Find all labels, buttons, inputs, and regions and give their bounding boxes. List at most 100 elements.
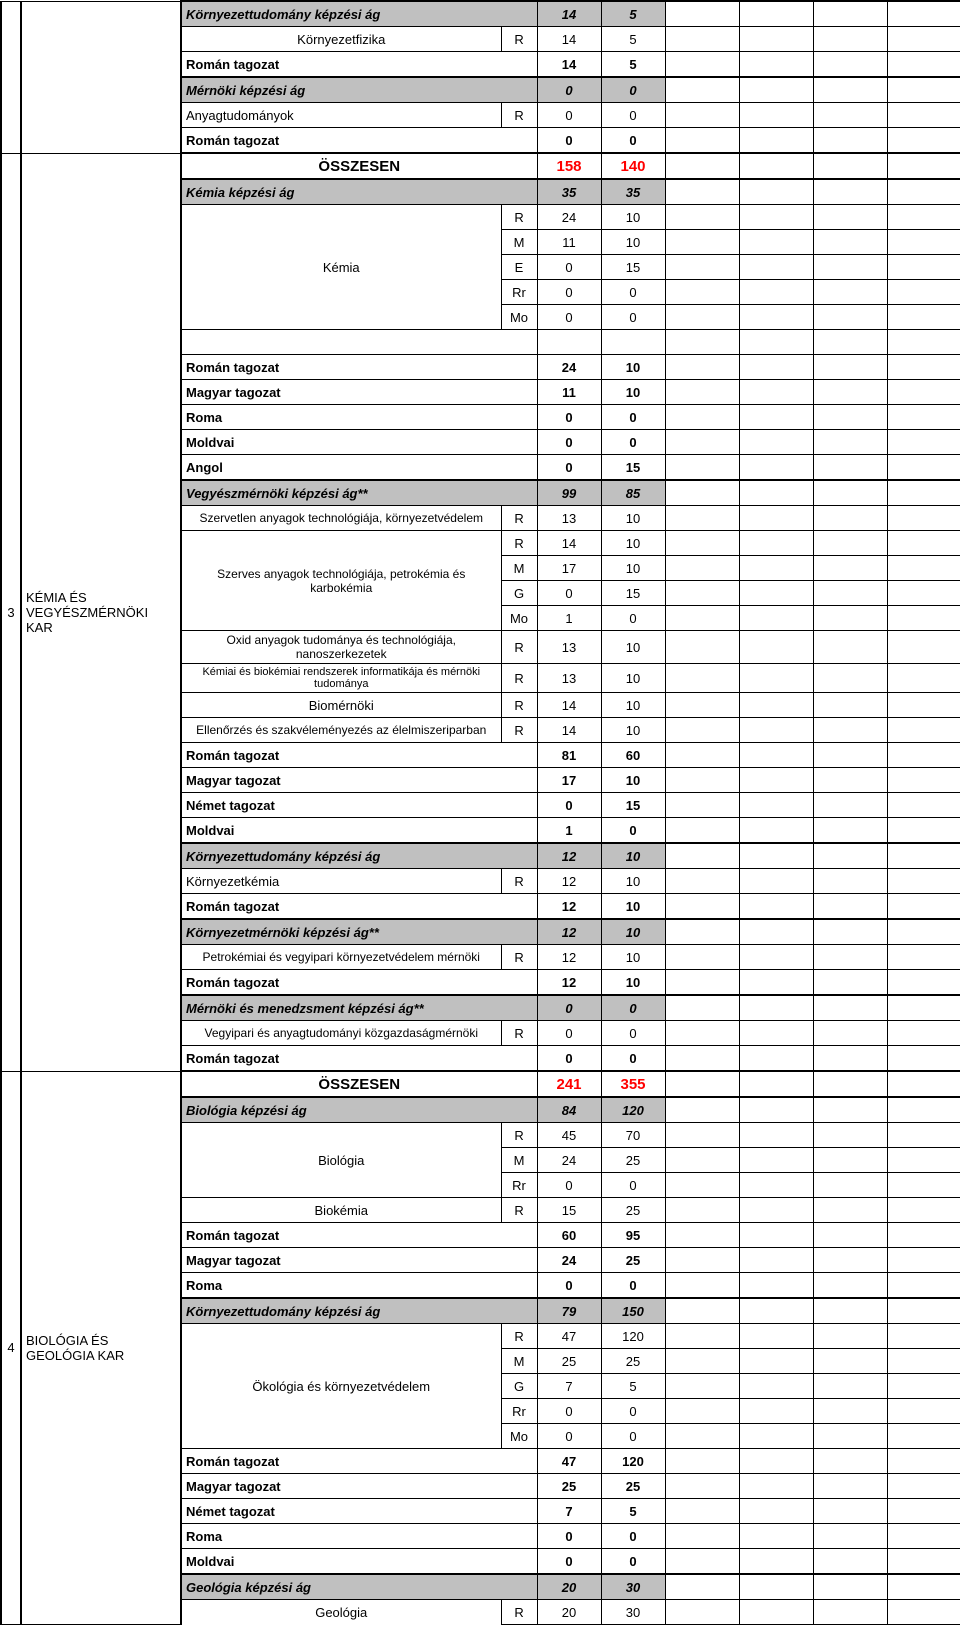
val: 15 bbox=[601, 255, 665, 280]
val: 12 bbox=[537, 843, 601, 869]
label: Biomérnöki bbox=[181, 693, 501, 718]
val: 0 bbox=[537, 128, 601, 154]
val: 0 bbox=[601, 1273, 665, 1299]
val: 15 bbox=[601, 455, 665, 481]
val: 0 bbox=[601, 1046, 665, 1072]
label: Kémiai és biokémiai rendszerek informati… bbox=[181, 664, 501, 693]
label: Környezettudomány képzési ág bbox=[181, 1298, 537, 1324]
val: 5 bbox=[601, 1499, 665, 1524]
label: Román tagozat bbox=[181, 894, 537, 920]
val: 35 bbox=[537, 179, 601, 205]
label: Magyar tagozat bbox=[181, 768, 537, 793]
val: 140 bbox=[601, 153, 665, 179]
code: R bbox=[501, 103, 537, 128]
fac-num-4: 4 bbox=[1, 1071, 21, 1625]
val: 355 bbox=[601, 1071, 665, 1097]
val: 0 bbox=[601, 103, 665, 128]
val: 0 bbox=[537, 1046, 601, 1072]
code: Rr bbox=[501, 1173, 537, 1198]
label: Ökológia és környezetvédelem bbox=[181, 1324, 501, 1449]
code: Rr bbox=[501, 280, 537, 305]
val: 0 bbox=[601, 1173, 665, 1198]
val: 10 bbox=[601, 768, 665, 793]
label: Roma bbox=[181, 1524, 537, 1549]
val: 15 bbox=[537, 1198, 601, 1223]
val: 0 bbox=[601, 818, 665, 844]
label: Mérnöki és menedzsment képzési ág** bbox=[181, 995, 537, 1021]
label: Moldvai bbox=[181, 430, 537, 455]
val: 10 bbox=[601, 718, 665, 743]
val: 0 bbox=[537, 255, 601, 280]
val: 60 bbox=[601, 743, 665, 768]
code: R bbox=[501, 1198, 537, 1223]
label: Anyagtudományok bbox=[181, 103, 501, 128]
val: 0 bbox=[601, 1549, 665, 1575]
val: 47 bbox=[537, 1449, 601, 1474]
val: 10 bbox=[601, 531, 665, 556]
code: R bbox=[501, 693, 537, 718]
label: Roma bbox=[181, 1273, 537, 1299]
code: M bbox=[501, 230, 537, 255]
code: R bbox=[501, 1324, 537, 1349]
val: 12 bbox=[537, 945, 601, 970]
val: 79 bbox=[537, 1298, 601, 1324]
val: 99 bbox=[537, 480, 601, 506]
code: R bbox=[501, 506, 537, 531]
val: 45 bbox=[537, 1123, 601, 1148]
val: 47 bbox=[537, 1324, 601, 1349]
val: 14 bbox=[537, 531, 601, 556]
label: Német tagozat bbox=[181, 793, 537, 818]
val: 24 bbox=[537, 1148, 601, 1173]
val: 12 bbox=[537, 919, 601, 945]
code: R bbox=[501, 664, 537, 693]
label: Mérnöki képzési ág bbox=[181, 77, 537, 103]
val: 25 bbox=[601, 1474, 665, 1499]
label: Magyar tagozat bbox=[181, 1474, 537, 1499]
val: 5 bbox=[601, 1374, 665, 1399]
val: 30 bbox=[601, 1600, 665, 1625]
val: 0 bbox=[537, 1549, 601, 1575]
val: 0 bbox=[601, 128, 665, 154]
val: 0 bbox=[537, 1524, 601, 1549]
val: 14 bbox=[537, 27, 601, 52]
val: 10 bbox=[601, 970, 665, 996]
val: 10 bbox=[601, 355, 665, 380]
val: 25 bbox=[601, 1148, 665, 1173]
label: Roma bbox=[181, 405, 537, 430]
row-env-sci-branch: Környezettudomány képzési ág 14 5 bbox=[1, 1, 960, 27]
label: Oxid anyagok tudománya és technológiája,… bbox=[181, 631, 501, 664]
val: 11 bbox=[537, 230, 601, 255]
code: R bbox=[501, 631, 537, 664]
code: G bbox=[501, 581, 537, 606]
label-total: ÖSSZESEN bbox=[181, 1071, 537, 1097]
label: Biokémia bbox=[181, 1198, 501, 1223]
val: 25 bbox=[537, 1349, 601, 1374]
code: E bbox=[501, 255, 537, 280]
val: 7 bbox=[537, 1374, 601, 1399]
val: 12 bbox=[537, 869, 601, 894]
label: Szerves anyagok technológiája, petrokémi… bbox=[181, 531, 501, 631]
val: 7 bbox=[537, 1499, 601, 1524]
val: 0 bbox=[537, 1021, 601, 1046]
val: 10 bbox=[601, 205, 665, 230]
val: 1 bbox=[537, 818, 601, 844]
val: 0 bbox=[601, 1399, 665, 1424]
label-total: ÖSSZESEN bbox=[181, 153, 537, 179]
val: 0 bbox=[537, 581, 601, 606]
val: 158 bbox=[537, 153, 601, 179]
val: 241 bbox=[537, 1071, 601, 1097]
val: 10 bbox=[601, 869, 665, 894]
val: 0 bbox=[537, 995, 601, 1021]
code: M bbox=[501, 1148, 537, 1173]
val: 81 bbox=[537, 743, 601, 768]
val: 0 bbox=[537, 405, 601, 430]
val: 0 bbox=[537, 793, 601, 818]
val: 10 bbox=[601, 230, 665, 255]
code: G bbox=[501, 1374, 537, 1399]
val: 0 bbox=[537, 305, 601, 330]
val: 25 bbox=[601, 1248, 665, 1273]
val: 0 bbox=[537, 103, 601, 128]
label-kemia: Kémia bbox=[181, 205, 501, 330]
val: 0 bbox=[537, 77, 601, 103]
val: 0 bbox=[601, 305, 665, 330]
